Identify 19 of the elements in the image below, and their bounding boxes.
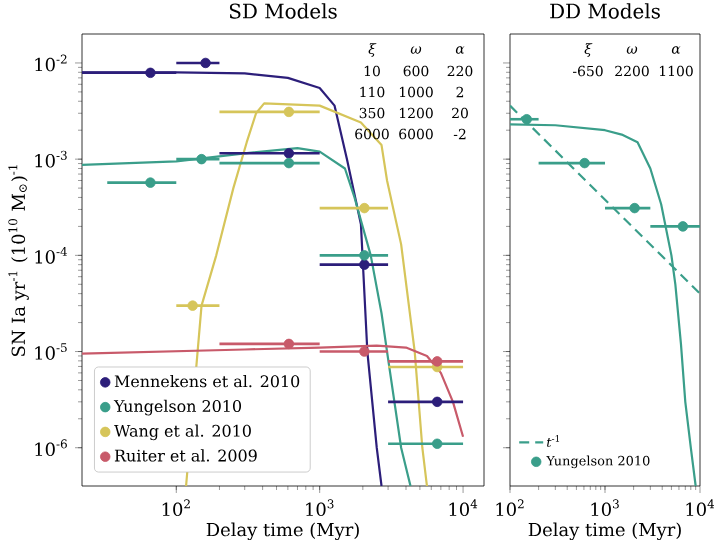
x-axis-title: Delay time (Myr)	[528, 522, 681, 540]
x-tick-label: 10$^{3}$	[306, 499, 334, 517]
x-axis-title: Delay time (Myr)	[206, 522, 359, 540]
y-tick-label: 10$^{-2}$	[35, 54, 67, 72]
chart-title: SD Models	[229, 3, 337, 19]
point	[629, 202, 640, 214]
chart-title: DD Models	[550, 3, 660, 19]
x-tick-label: 10$^{4}$	[449, 499, 478, 517]
point	[521, 114, 532, 125]
x-tick-label: 10$^{4}$	[686, 499, 714, 517]
y-tick-label: 10$^{-3}$	[35, 150, 67, 168]
x-tick-label: 10$^{3}$	[591, 499, 619, 517]
point	[677, 221, 689, 232]
x-tick-label: 10$^{2}$	[162, 499, 190, 517]
y-tick-label: 10$^{-4}$	[35, 246, 68, 264]
y-tick-label: 10$^{-5}$	[35, 343, 67, 360]
x-tick-label: 10$^{2}$	[496, 499, 524, 517]
y-tick-label: 10$^{-6}$	[35, 439, 67, 457]
y-axis-title: SN Ia yr$^{-1}$ (10$^{10}$ M$_{⊙}$)$^{-1}$	[8, 165, 29, 356]
